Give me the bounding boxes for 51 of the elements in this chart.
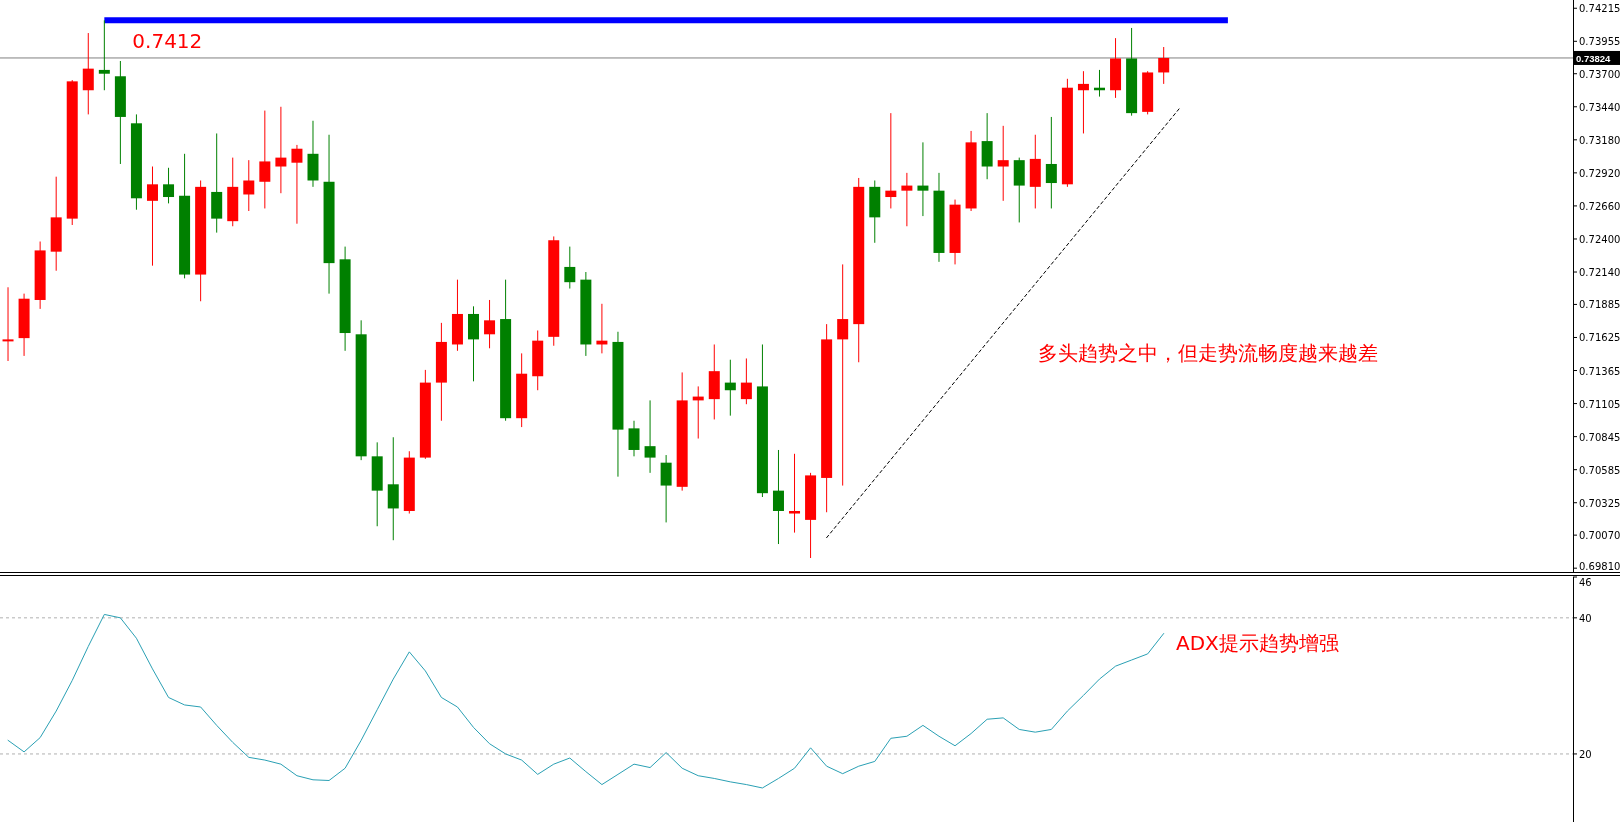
y-tick-label: 0.72660 [1579,200,1620,212]
y-tick-label: 0.71625 [1579,332,1620,344]
ref-line-label: 0.7412 [132,29,203,54]
candlestick [901,172,913,227]
y-tick-label: 0.71365 [1579,365,1620,377]
y-tick-label: 0.72140 [1579,267,1620,279]
candlestick [146,166,158,267]
candlestick [628,420,640,457]
y-tick-label: 0.72920 [1579,167,1620,179]
candlestick [997,125,1009,202]
y-tick-label: 0.70070 [1579,530,1620,542]
candlestick [772,449,784,545]
y-tick-label: 46 [1579,577,1592,588]
y-tick-label: 0.70325 [1579,497,1620,509]
y-tick-label: 0.71885 [1579,299,1620,311]
candlestick [291,144,303,225]
candlestick [484,299,496,349]
y-tick-label: 0.70585 [1579,464,1620,476]
y-tick-label: 0.70845 [1579,431,1620,443]
candlestick [837,263,849,487]
candlestick [1158,46,1170,85]
candlestick [564,246,576,290]
ref-line-label: 0.73824 [1576,52,1612,64]
y-tick-label: 0.73700 [1579,68,1620,80]
y-tick-label: 0.73180 [1579,134,1620,146]
y-tick-label: 0.74215 [1579,3,1620,15]
candlestick [163,167,175,204]
y-tick-label: 20 [1579,748,1592,760]
candlestick [1077,70,1089,134]
candlestick [917,141,929,217]
candlestick [660,454,672,523]
y-tick-label: 0.71105 [1579,398,1620,410]
candlestick [644,399,656,474]
y-tick-label: 0.73440 [1579,101,1620,113]
y-tick-label: 40 [1579,612,1592,624]
candlestick [2,286,14,362]
y-tick-label: 0.69810 [1579,561,1620,572]
candlestick [789,453,801,534]
candlestick [98,19,110,91]
candlestick [1045,116,1057,209]
candlestick [275,106,287,194]
candlestick [885,112,897,209]
annotation: ADX提示趋势增强 [1176,631,1339,655]
candlestick [243,159,255,212]
candlestick [259,110,271,209]
candlestick [740,357,752,405]
candlestick [724,359,736,417]
y-tick-label: 0.73955 [1579,36,1620,48]
annotation: 多头趋势之中，但走势流畅度越来越差 [1038,341,1378,365]
y-tick-label: 0.72400 [1579,233,1620,245]
candlestick [82,32,94,115]
